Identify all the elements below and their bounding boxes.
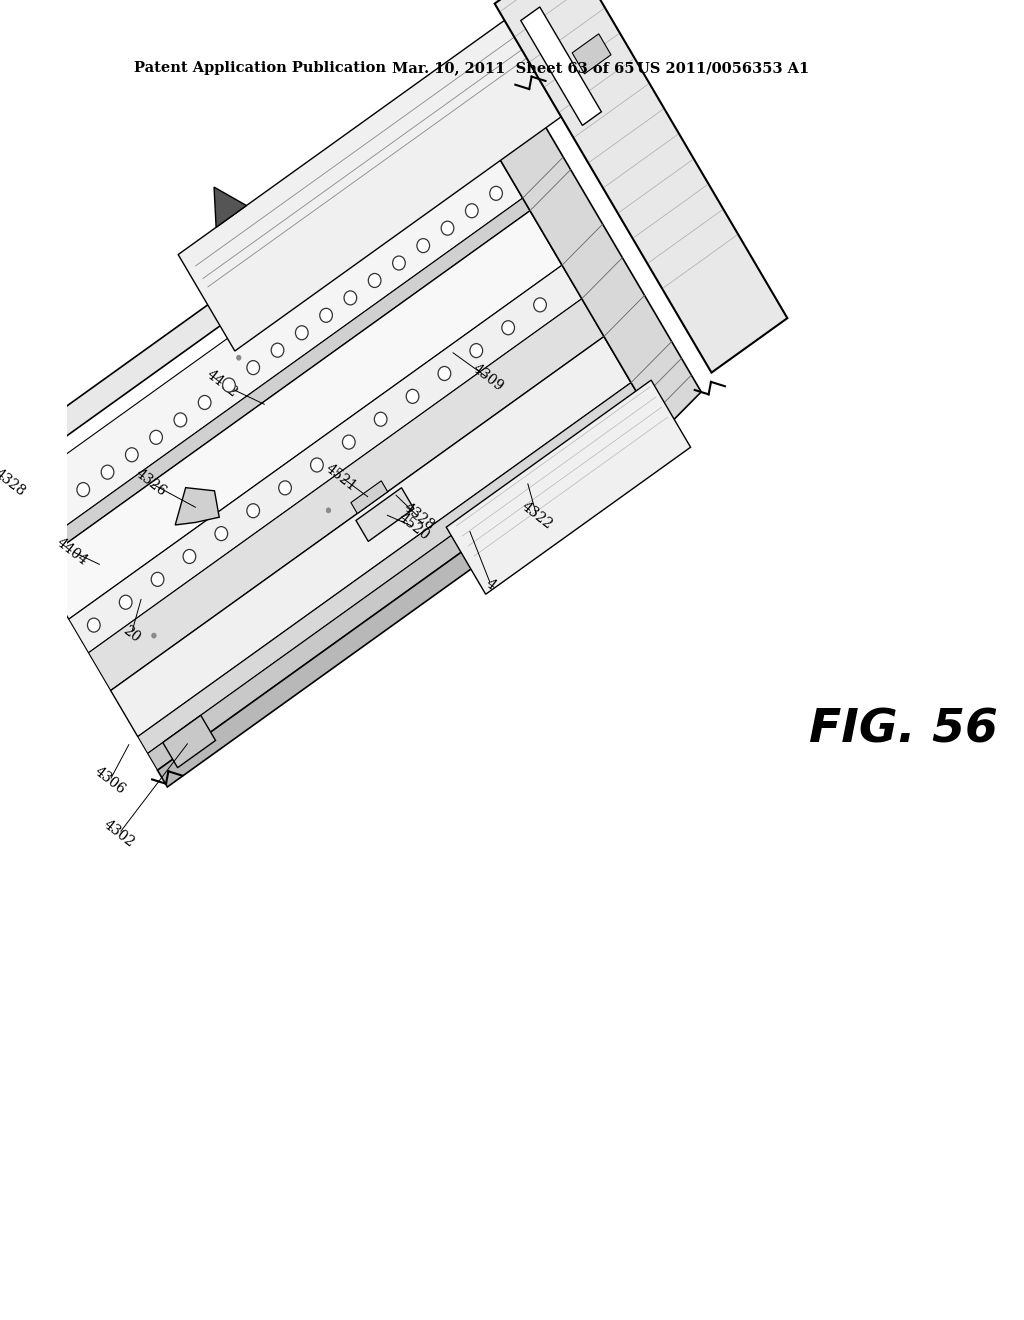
Text: 4302: 4302: [101, 817, 137, 850]
Polygon shape: [163, 715, 215, 768]
Circle shape: [29, 517, 41, 532]
Text: 4326: 4326: [132, 467, 169, 499]
Text: 4402: 4402: [204, 368, 240, 400]
Circle shape: [77, 483, 89, 496]
Polygon shape: [30, 198, 530, 565]
Circle shape: [215, 527, 227, 541]
Circle shape: [392, 256, 406, 271]
Text: 4306: 4306: [91, 764, 128, 797]
Circle shape: [375, 412, 387, 426]
Circle shape: [247, 360, 259, 375]
Polygon shape: [147, 400, 651, 770]
Polygon shape: [175, 487, 219, 525]
Circle shape: [101, 465, 114, 479]
Polygon shape: [0, 115, 485, 490]
Circle shape: [237, 355, 241, 360]
Text: 4: 4: [483, 577, 499, 593]
Circle shape: [120, 595, 132, 610]
Circle shape: [296, 326, 308, 339]
Polygon shape: [351, 480, 388, 513]
Polygon shape: [158, 416, 660, 787]
Circle shape: [327, 508, 331, 513]
Circle shape: [279, 480, 292, 495]
Circle shape: [87, 618, 100, 632]
Circle shape: [199, 396, 211, 409]
Circle shape: [152, 634, 157, 638]
Circle shape: [183, 549, 196, 564]
Circle shape: [344, 290, 356, 305]
Circle shape: [407, 389, 419, 404]
Circle shape: [342, 436, 355, 449]
Polygon shape: [521, 7, 601, 125]
Polygon shape: [446, 380, 690, 594]
Text: 4521: 4521: [324, 461, 359, 494]
Text: 20: 20: [120, 623, 142, 645]
Text: FIG. 56: FIG. 56: [809, 708, 997, 752]
Circle shape: [319, 309, 333, 322]
Polygon shape: [138, 383, 641, 754]
Circle shape: [466, 203, 478, 218]
Polygon shape: [178, 15, 568, 351]
Polygon shape: [473, 73, 701, 433]
Polygon shape: [214, 187, 247, 227]
Circle shape: [369, 273, 381, 288]
Circle shape: [52, 500, 66, 513]
Circle shape: [222, 378, 236, 392]
Text: 4322: 4322: [518, 499, 555, 532]
Polygon shape: [495, 0, 787, 372]
Circle shape: [489, 186, 503, 201]
Circle shape: [534, 298, 547, 312]
Text: 4520: 4520: [395, 511, 432, 543]
Circle shape: [310, 458, 324, 473]
Text: Patent Application Publication: Patent Application Publication: [134, 61, 386, 75]
Polygon shape: [37, 211, 562, 619]
Circle shape: [247, 504, 259, 517]
Circle shape: [271, 343, 284, 358]
Circle shape: [126, 447, 138, 462]
Text: 4328: 4328: [400, 500, 437, 533]
Circle shape: [441, 222, 454, 235]
Circle shape: [174, 413, 186, 426]
Circle shape: [152, 573, 164, 586]
Text: 4404: 4404: [54, 535, 90, 568]
Circle shape: [470, 343, 482, 358]
Polygon shape: [572, 34, 611, 74]
Text: US 2011/0056353 A1: US 2011/0056353 A1: [637, 61, 809, 75]
Circle shape: [417, 239, 429, 252]
Polygon shape: [69, 265, 582, 653]
Polygon shape: [111, 337, 631, 737]
Text: 4309: 4309: [470, 362, 506, 395]
Circle shape: [502, 321, 514, 335]
Polygon shape: [356, 488, 414, 541]
Polygon shape: [88, 298, 604, 690]
Circle shape: [438, 367, 451, 380]
Text: Mar. 10, 2011  Sheet 63 of 65: Mar. 10, 2011 Sheet 63 of 65: [392, 61, 635, 75]
Circle shape: [150, 430, 163, 445]
Polygon shape: [0, 148, 522, 552]
Text: 4328: 4328: [0, 466, 29, 499]
Circle shape: [62, 480, 67, 486]
